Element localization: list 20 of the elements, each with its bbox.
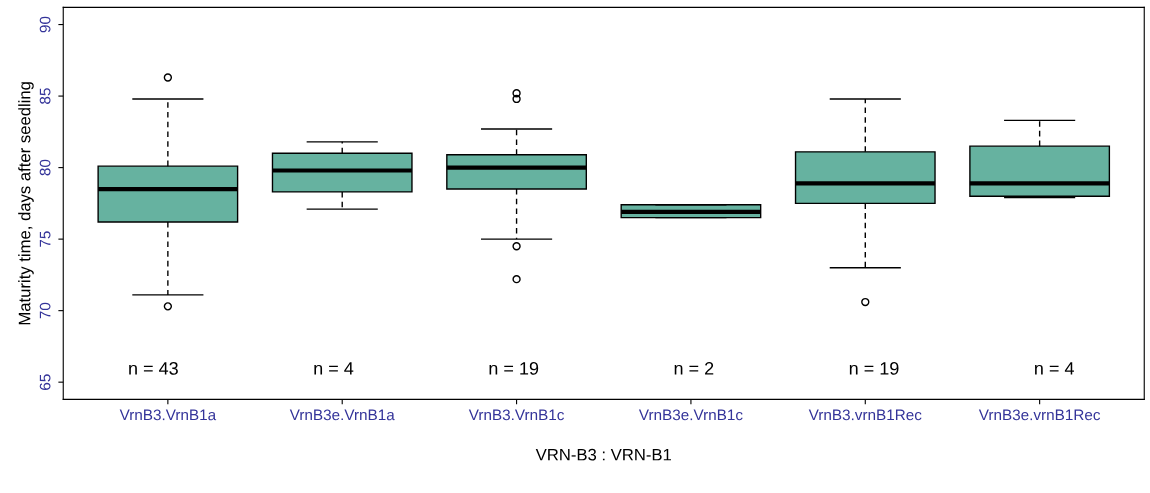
- x-tick-label: VrnB3.vrnB1Rec: [808, 409, 922, 421]
- y-tick-label: 90: [39, 16, 51, 33]
- annotation: n = 2: [674, 362, 714, 375]
- x-tick-label: VrnB3.VrnB1a: [119, 409, 217, 421]
- x-tick-label: VrnB3.VrnB1c: [468, 409, 564, 421]
- annotation: n = 43: [129, 362, 178, 375]
- y-tick-label: 70: [39, 302, 51, 319]
- y-axis-title: Maturity time, days after seedling: [18, 82, 34, 325]
- x-tick-label: VrnB3e.vrnB1Rec: [978, 409, 1101, 421]
- y-tick-label: 80: [39, 159, 51, 176]
- annotation: n = 19: [849, 362, 899, 375]
- annotation: n = 19: [489, 362, 539, 375]
- x-tick-label: VrnB3e.VrnB1a: [289, 409, 395, 421]
- x-tick-label: VrnB3e.VrnB1c: [638, 409, 743, 421]
- annotation: n = 4: [314, 362, 354, 375]
- y-tick-label: 75: [39, 231, 51, 247]
- annotation: n = 4: [1035, 362, 1074, 375]
- y-tick-label: 85: [39, 88, 51, 104]
- y-tick-label: 65: [39, 374, 51, 390]
- x-axis-title: VRN-B3 : VRN-B1: [535, 448, 672, 461]
